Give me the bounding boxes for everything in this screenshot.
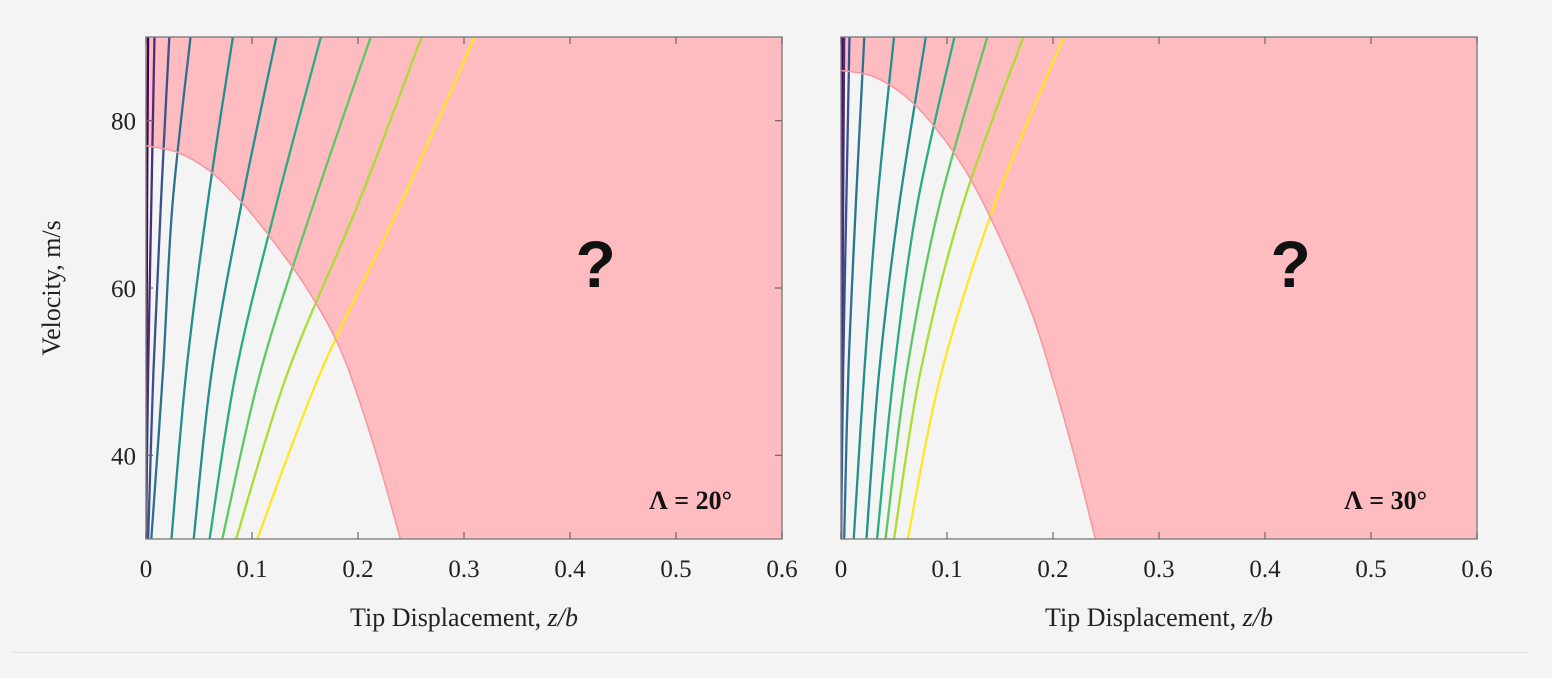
- question-mark: ?: [1270, 227, 1310, 301]
- series-line-3: [146, 37, 171, 539]
- x-tick-label: 0.3: [1143, 556, 1174, 583]
- series-line-7: [875, 37, 956, 539]
- series-line-4: [843, 37, 866, 539]
- x-tick-label: 0.4: [1249, 556, 1281, 583]
- y-tick-label: 80: [111, 109, 136, 136]
- series-line-6: [192, 37, 278, 539]
- x-tick-label: 0.5: [1355, 556, 1386, 583]
- x-tick-label: 0.6: [1461, 556, 1492, 583]
- divider: [12, 652, 1528, 653]
- flutter-boundary: [146, 144, 402, 539]
- x-tick-label: 0.2: [1037, 556, 1068, 583]
- stable-region: [841, 70, 1096, 539]
- x-tick-label: 0.5: [660, 556, 691, 583]
- x-tick-label: 0.1: [236, 556, 267, 583]
- chart-right: 0 0.1 0.2 0.3 0.4 0.5 0.6 Tip Displacement, z/b…: [835, 36, 1493, 632]
- question-mark: ?: [575, 227, 615, 301]
- x-tick-label: 0: [140, 556, 153, 583]
- series-line-10: [256, 37, 476, 539]
- y-tick-label: 60: [111, 276, 136, 303]
- sweep-angle-annotation: Λ = 30°: [1344, 486, 1427, 515]
- series-line-10: [906, 37, 1065, 539]
- series-line-6: [865, 37, 927, 539]
- series-line-4: [150, 37, 192, 539]
- sweep-angle-annotation: Λ = 20°: [649, 486, 732, 515]
- series-line-8: [884, 37, 989, 539]
- x-tick-label: 0.3: [448, 556, 479, 583]
- x-tick-label: 0.6: [766, 556, 797, 583]
- series-line-9: [235, 37, 423, 539]
- series-line-3: [841, 37, 851, 539]
- x-tick-label: 0.1: [931, 556, 962, 583]
- chart-left: 0 0.1 0.2 0.3 0.4 0.5 0.6 40 60 80 Tip Displacemen…: [37, 36, 798, 632]
- y-tick-label: 40: [111, 443, 136, 470]
- stable-region: [146, 145, 401, 539]
- x-tick-label: 0.2: [342, 556, 373, 583]
- series-line-7: [208, 37, 323, 539]
- series-line-9: [892, 37, 1025, 539]
- x-tick-label: 0.4: [554, 556, 586, 583]
- series-line-8: [221, 37, 372, 539]
- x-axis-label: Tip Displacement, z/b: [1045, 603, 1273, 632]
- y-axis-label: Velocity, m/s: [37, 220, 66, 356]
- x-axis-label: Tip Displacement, z/b: [350, 603, 578, 632]
- x-tick-label: 0: [835, 556, 848, 583]
- series-line-5: [852, 37, 896, 539]
- flutter-boundary: [841, 69, 1097, 539]
- series-line-5: [170, 37, 235, 539]
